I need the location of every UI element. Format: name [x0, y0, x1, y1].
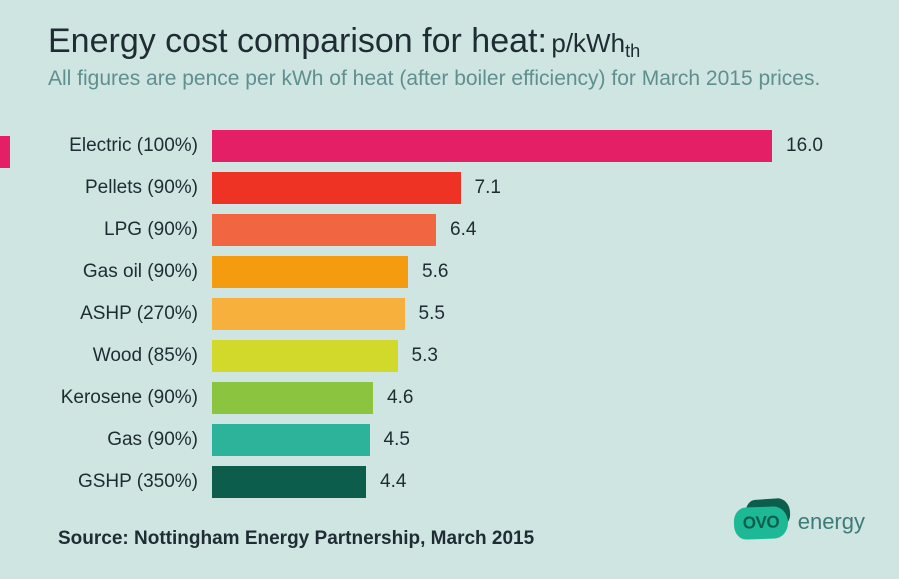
bar-label: Kerosene (90%)	[48, 387, 212, 409]
brand-logo: OVO energy	[734, 503, 865, 541]
title-main: Energy cost comparison for heat:	[48, 22, 547, 60]
bar-value: 7.1	[461, 172, 501, 204]
bar-label: Wood (85%)	[48, 345, 212, 367]
logo-word: energy	[798, 509, 865, 535]
accent-strip	[0, 136, 10, 168]
bar-fill	[212, 298, 405, 330]
title-block: Energy cost comparison for heat: p/kWhth…	[48, 22, 820, 91]
bar-track: 4.5	[212, 424, 772, 456]
bar-value: 5.3	[398, 340, 438, 372]
bar-value: 16.0	[772, 130, 823, 162]
bar-track: 4.4	[212, 466, 772, 498]
bar-value: 4.5	[370, 424, 410, 456]
bar-row: Pellets (90%) 7.1	[48, 172, 838, 204]
bar-row: Gas oil (90%) 5.6	[48, 256, 838, 288]
chart-subtitle: All figures are pence per kWh of heat (a…	[48, 67, 820, 91]
title-unit-prefix: p/kWh	[551, 28, 625, 58]
bar-chart: Electric (100%)16.0Pellets (90%)7.1LPG (…	[48, 130, 838, 508]
bar-value: 6.4	[436, 214, 476, 246]
bar-label: Pellets (90%)	[48, 177, 212, 199]
title-unit: p/kWhth	[551, 28, 640, 58]
bar-track: 4.6	[212, 382, 772, 414]
bar-fill	[212, 130, 772, 162]
bar-label: GSHP (350%)	[48, 471, 212, 493]
bar-fill	[212, 424, 370, 456]
bar-row: LPG (90%) 6.4	[48, 214, 838, 246]
chart-canvas: Energy cost comparison for heat: p/kWhth…	[0, 0, 899, 579]
bar-value: 4.4	[366, 466, 406, 498]
bar-label: Gas oil (90%)	[48, 261, 212, 283]
logo-blob-front: OVO	[733, 506, 788, 540]
title-unit-sub: th	[625, 41, 640, 61]
bar-fill	[212, 214, 436, 246]
bar-row: Electric (100%)16.0	[48, 130, 838, 162]
bar-track: 5.3	[212, 340, 772, 372]
chart-title: Energy cost comparison for heat: p/kWhth	[48, 22, 820, 61]
bar-row: Kerosene (90%) 4.6	[48, 382, 838, 414]
bar-row: GSHP (350%) 4.4	[48, 466, 838, 498]
bar-value: 5.5	[405, 298, 445, 330]
source-citation: Source: Nottingham Energy Partnership, M…	[58, 528, 534, 550]
bar-label: Electric (100%)	[48, 135, 212, 157]
logo-mark-icon: OVO	[734, 503, 796, 541]
bar-label: ASHP (270%)	[48, 303, 212, 325]
bar-fill	[212, 172, 461, 204]
bar-fill	[212, 382, 373, 414]
bar-row: ASHP (270%) 5.5	[48, 298, 838, 330]
bar-fill	[212, 340, 398, 372]
bar-value: 5.6	[408, 256, 448, 288]
bar-fill	[212, 256, 408, 288]
bar-row: Wood (85%) 5.3	[48, 340, 838, 372]
bar-fill	[212, 466, 366, 498]
bar-label: Gas (90%)	[48, 429, 212, 451]
bar-track: 5.5	[212, 298, 772, 330]
logo-mark-text: OVO	[742, 512, 779, 533]
bar-track: 5.6	[212, 256, 772, 288]
bar-value: 4.6	[373, 382, 413, 414]
bar-track: 6.4	[212, 214, 772, 246]
bar-label: LPG (90%)	[48, 219, 212, 241]
bar-row: Gas (90%) 4.5	[48, 424, 838, 456]
bar-track: 7.1	[212, 172, 772, 204]
bar-track: 16.0	[212, 130, 772, 162]
